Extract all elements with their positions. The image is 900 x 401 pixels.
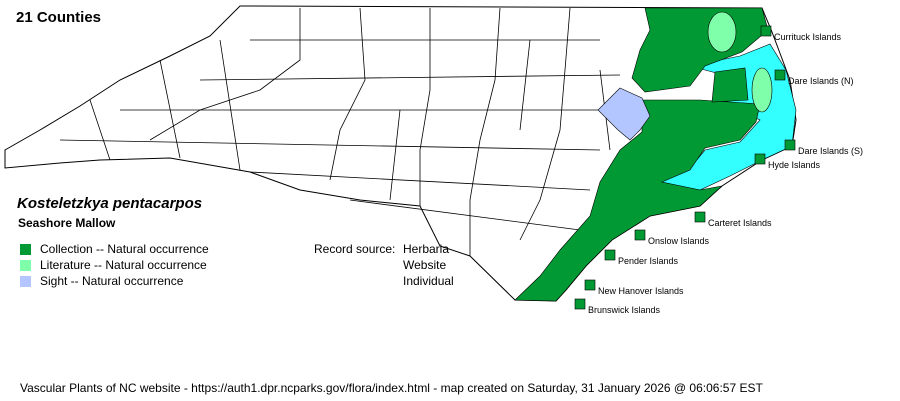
island-markers: Currituck Islands Dare Islands (N) Dare Is… <box>574 25 863 315</box>
legend-label: Sight -- Natural occurrence <box>40 274 184 288</box>
sight-county <box>597 87 651 141</box>
island-marker <box>784 139 796 151</box>
scientific-name: Kosteletzkya pentacarpos <box>17 195 203 212</box>
record-source-herbaria: Herbaria <box>403 242 450 256</box>
island-label: Brunswick Islands <box>588 305 661 315</box>
collection-county-mainland-dare <box>711 67 749 103</box>
island-marker <box>774 69 786 81</box>
literature-county-dare <box>751 67 773 113</box>
county-count: 21 Counties <box>16 9 102 26</box>
record-source-individual: Individual <box>403 274 454 288</box>
record-source-website: Website <box>403 258 447 272</box>
legend-label: Literature -- Natural occurrence <box>40 258 207 272</box>
collection-counties-south <box>514 99 761 302</box>
island-label: Carteret Islands <box>708 218 772 228</box>
island-label: New Hanover Islands <box>598 286 684 296</box>
island-label: Currituck Islands <box>774 32 842 42</box>
legend-item-sight: Sight -- Natural occurrence <box>20 274 183 288</box>
literature-county-currituck <box>707 11 737 53</box>
island-marker <box>604 249 616 261</box>
island-label: Onslow Islands <box>648 236 710 246</box>
common-name: Seashore Mallow <box>18 216 116 230</box>
record-source-label: Record source: <box>314 242 396 256</box>
legend-item-literature: Literature -- Natural occurrence <box>20 258 207 272</box>
island-marker <box>754 153 766 165</box>
legend-item-collection: Collection -- Natural occurrence <box>20 242 209 256</box>
island-label: Hyde Islands <box>768 160 821 170</box>
island-label: Dare Islands (N) <box>788 76 854 86</box>
island-label: Pender Islands <box>618 256 679 266</box>
literature-swatch <box>20 259 31 271</box>
island-marker <box>584 279 596 291</box>
collection-swatch <box>20 243 31 255</box>
island-label: Dare Islands (S) <box>798 146 863 156</box>
island-marker <box>634 229 646 241</box>
legend-label: Collection -- Natural occurrence <box>40 242 209 256</box>
county-lines <box>59 7 621 256</box>
sight-swatch <box>20 275 31 287</box>
footer-credit: Vascular Plants of NC website - https://… <box>20 381 763 395</box>
island-marker <box>694 211 706 223</box>
island-marker <box>574 298 586 310</box>
island-marker <box>760 25 772 37</box>
